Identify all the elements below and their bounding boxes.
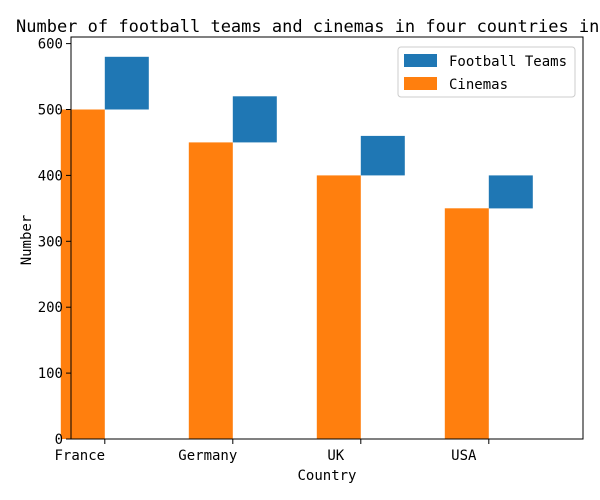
legend-label-football-teams: Football Teams [449,54,567,70]
bar-cinemas-germany [188,142,233,439]
bar-football-teams-france [104,56,149,110]
y-tick-label-600: 600 [38,37,63,53]
y-tick-label-0: 0 [55,432,63,448]
y-tick-label-400: 400 [38,168,63,184]
y-tick-label-200: 200 [38,300,63,316]
y-tick-label-500: 500 [38,103,63,119]
x-axis: France Germany UK USA [55,439,490,464]
y-tick-label-100: 100 [38,366,63,382]
legend-label-cinemas: Cinemas [449,77,508,93]
x-tick-label-uk: UK [327,448,344,464]
legend: Football Teams Cinemas [397,46,576,98]
plot-frame [70,36,584,440]
x-tick-label-germany: Germany [178,448,237,464]
y-tick-label-300: 300 [38,234,63,250]
chart-title: Number of football teams and cinemas in … [16,17,600,37]
legend-frame [397,46,576,98]
bar-cinemas-usa [444,208,489,439]
y-axis: 0 100 200 300 400 500 600 [38,37,71,448]
bar-cinemas-uk [316,175,361,439]
x-tick-label-usa: USA [451,448,477,464]
bar-football-teams-usa [488,175,533,209]
x-tick-label-france: France [55,448,106,464]
x-axis-label: Country [297,468,356,484]
bar-cinemas-france [60,109,105,439]
bars-layer [60,56,533,439]
bar-football-teams-uk [360,135,405,176]
legend-swatch-cinemas [404,77,437,90]
bar-football-teams-germany [232,96,277,143]
y-axis-label: Number [19,215,35,266]
legend-swatch-football-teams [404,54,437,67]
